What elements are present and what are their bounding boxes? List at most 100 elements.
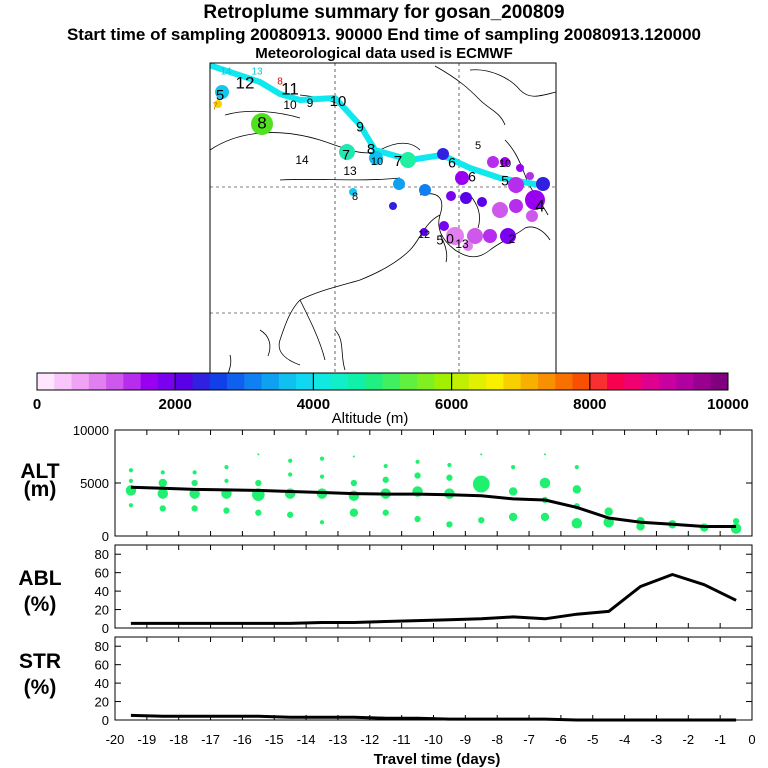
altitude-cluster-point — [383, 463, 388, 469]
colorbar-cell — [624, 373, 643, 390]
y-tick-label: 10000 — [73, 423, 109, 438]
y-tick-label: 0 — [102, 713, 109, 728]
y-tick-label: 0 — [102, 621, 109, 636]
colorbar-cell — [157, 373, 176, 390]
y-tick-label: 20 — [95, 603, 109, 618]
x-tick-label: -11 — [393, 732, 411, 747]
map-day-label: 9 — [356, 119, 364, 135]
particle-cluster-marker — [467, 228, 483, 244]
colorbar-cell — [382, 373, 401, 390]
panel-frame — [114, 429, 753, 537]
colorbar-cell — [365, 373, 383, 390]
colorbar-cell — [537, 373, 556, 390]
x-tick-label: -20 — [106, 732, 125, 747]
altitude-cluster-point — [319, 474, 325, 479]
map-day-label: 14 — [295, 153, 309, 167]
colorbar-cell — [451, 373, 470, 390]
colorbar-cell — [555, 373, 574, 390]
altitude-cluster-point — [574, 465, 579, 470]
x-tick-label: -10 — [424, 732, 443, 747]
colorbar-label: Altitude (m) — [332, 410, 409, 427]
map-day-label: 8 — [257, 113, 266, 132]
altitude-cluster-point — [223, 507, 230, 514]
altitude-cluster-point — [447, 462, 452, 468]
x-tick-label: 0 — [748, 732, 755, 747]
colorbar-cell — [209, 373, 228, 390]
y-axis-label: ALT — [20, 460, 59, 483]
map-day-label: 0 — [446, 231, 454, 247]
altitude-cluster-point — [571, 518, 583, 529]
map-day-label: 2 — [509, 232, 516, 246]
x-tick-label: -2 — [683, 732, 695, 747]
particle-cluster-marker — [339, 144, 355, 160]
map-day-label: 6 — [448, 155, 456, 171]
map-day-label: 5 — [501, 173, 509, 189]
altitude-cluster-point — [472, 475, 490, 493]
colorbar-cell — [417, 373, 435, 390]
particle-cluster-marker — [477, 197, 487, 207]
y-tick-label: 20 — [95, 695, 109, 710]
x-tick-label: -6 — [555, 732, 567, 747]
colorbar-cell — [175, 373, 193, 390]
particle-cluster-marker — [389, 202, 397, 210]
colorbar-cell — [641, 373, 660, 390]
y-axis-label: (%) — [24, 593, 57, 616]
y-axis-label: (%) — [24, 676, 57, 699]
colorbar-cell — [520, 373, 539, 390]
altitude-cluster-point — [255, 479, 262, 487]
percent-line — [130, 713, 737, 722]
particle-cluster-marker — [500, 228, 516, 244]
particle-cluster-marker — [400, 152, 416, 168]
y-tick-label: 80 — [95, 639, 109, 654]
retroplume-track — [210, 63, 543, 188]
particle-cluster-marker — [526, 172, 534, 180]
y-tick-label: 0 — [102, 529, 109, 544]
panel-frame — [114, 544, 753, 629]
map-day-label: 12 — [418, 229, 430, 241]
map-day-label: 5 — [216, 87, 224, 104]
colorbar-tick-label: 8000 — [573, 396, 606, 413]
altitude-cluster-point — [189, 488, 200, 499]
map-day-label: 11 — [281, 79, 299, 98]
median-altitude-line — [130, 485, 737, 528]
met-data-source: Meteorological data used is ECMWF — [255, 45, 513, 62]
colorbar-cell — [54, 373, 73, 390]
altitude-cluster-point — [352, 455, 355, 458]
particle-cluster-marker — [463, 241, 473, 251]
map-day-label: 10 — [371, 156, 383, 168]
map-day-label: 7 — [212, 102, 218, 113]
altitude-cluster-point — [604, 507, 613, 516]
altitude-colorbar: 0 2000 4000 6000 8000 10000 Altitude (m) — [33, 372, 749, 427]
altitude-cluster-point — [382, 509, 389, 516]
altitude-cluster-point — [478, 516, 485, 524]
particle-cluster-marker — [214, 100, 222, 108]
x-tick-label: -9 — [460, 732, 472, 747]
colorbar-cell — [486, 373, 504, 390]
particle-cluster-marker — [460, 192, 472, 204]
altitude-cluster-point — [732, 518, 740, 525]
colorbar-cell — [88, 373, 107, 390]
colorbar-tick-label: 2000 — [159, 396, 192, 413]
colorbar-cell — [123, 373, 142, 390]
chart-title: Retroplume summary for gosan_200809 — [203, 2, 565, 23]
x-tick-label: -13 — [329, 732, 348, 747]
x-tick-label: -3 — [651, 732, 663, 747]
y-tick-label: 40 — [95, 676, 109, 691]
colorbar-cell — [330, 373, 349, 390]
colorbar-cell — [261, 373, 280, 390]
altitude-cluster-point — [158, 478, 167, 488]
altitude-cluster-point — [414, 472, 421, 479]
colorbar-tick-label: 6000 — [435, 396, 468, 413]
altitude-cluster-point — [319, 456, 325, 461]
altitude-cluster-point — [730, 523, 742, 534]
map-day-label: 8 — [367, 141, 375, 158]
altitude-cluster-point — [540, 512, 550, 522]
particle-cluster-marker — [420, 228, 428, 236]
altitude-cluster-point — [128, 503, 134, 508]
colorbar-cell — [71, 373, 90, 390]
particle-cluster-marker — [516, 164, 524, 172]
particle-cluster-marker — [437, 148, 449, 160]
